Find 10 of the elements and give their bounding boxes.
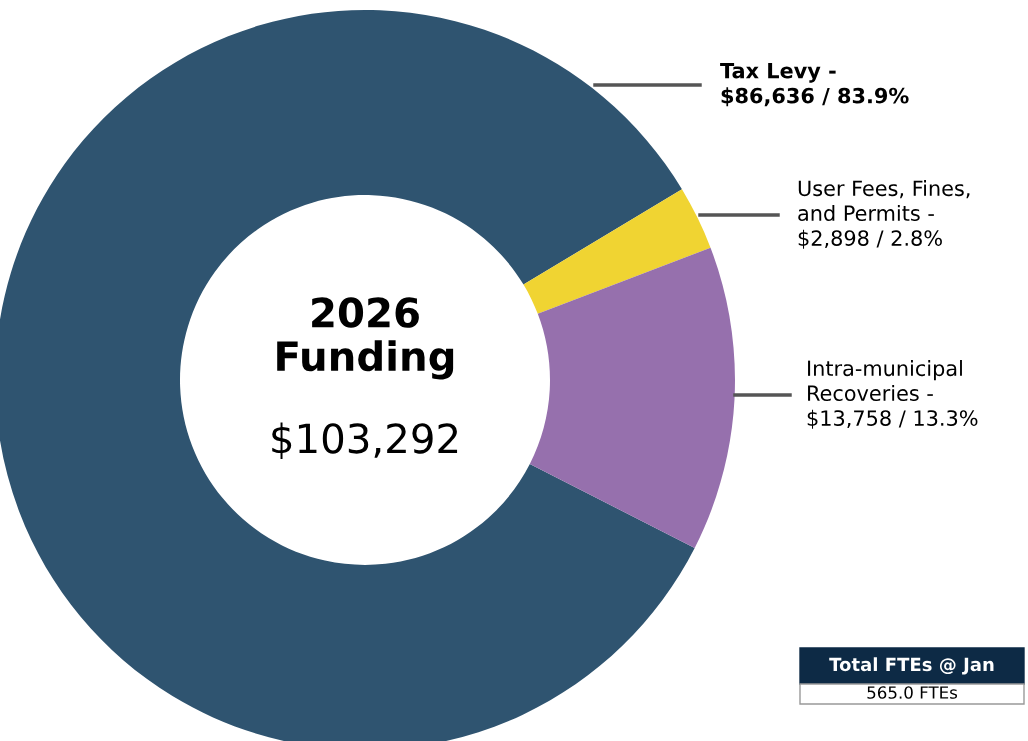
slice-label: Intra-municipal Recoveries -	[808, 360, 962, 402]
slice-label: Tax Levy -	[720, 62, 836, 83]
text: $103,292	[272, 422, 458, 460]
slice-label: User Fees, Fines, and Permits -	[798, 180, 970, 222]
data-label: $86,636 / 83.9%	[721, 87, 909, 107]
data-label: $2,898 / 2.8%	[798, 229, 942, 249]
data-label: $13,758 / 13.3%	[807, 409, 978, 429]
text: Total FTEs @ Jan	[829, 657, 994, 675]
text: 2026 Funding	[277, 297, 454, 380]
text: 565.0 FTEs	[867, 686, 958, 699]
